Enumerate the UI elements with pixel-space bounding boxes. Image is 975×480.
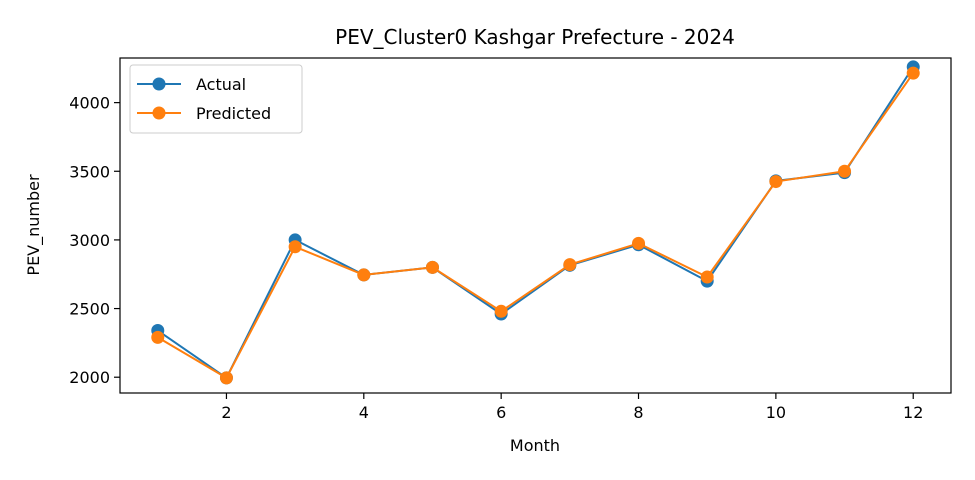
- x-axis-label: Month: [510, 436, 560, 455]
- series-line-predicted: [157, 72, 915, 379]
- data-point-predicted: [632, 236, 646, 250]
- x-tick-label: 6: [496, 403, 506, 422]
- y-tick-label: 3500: [69, 162, 110, 181]
- x-tick-label: 12: [903, 403, 923, 422]
- data-point-predicted: [700, 270, 714, 284]
- y-tick-label: 4000: [69, 94, 110, 113]
- data-point-predicted: [288, 240, 302, 254]
- y-tick-label: 3000: [69, 231, 110, 250]
- data-point-predicted: [494, 304, 508, 318]
- legend: Actual Predicted: [129, 64, 303, 134]
- y-tick-label: 2000: [69, 368, 110, 387]
- x-tick-label: 10: [766, 403, 786, 422]
- data-point-predicted: [906, 66, 920, 80]
- legend-label-predicted: Predicted: [196, 104, 271, 123]
- y-tick-label: 2500: [69, 300, 110, 319]
- data-point-predicted: [838, 164, 852, 178]
- data-point-predicted: [563, 258, 577, 272]
- legend-label-actual: Actual: [196, 75, 246, 94]
- legend-box: [129, 64, 303, 134]
- x-axis-ticks: 2 4 6 8 10 12: [221, 393, 923, 422]
- legend-marker-predicted: [152, 106, 166, 120]
- data-point-predicted: [219, 371, 233, 385]
- y-axis-label: PEV_number: [24, 174, 44, 276]
- x-tick-label: 2: [221, 403, 231, 422]
- y-axis-ticks: 2000 2500 3000 3500 4000: [69, 94, 120, 387]
- x-tick-label: 4: [359, 403, 369, 422]
- chart-title: PEV_Cluster0 Kashgar Prefecture - 2024: [335, 25, 735, 49]
- legend-marker-actual: [152, 77, 166, 91]
- data-point-predicted: [357, 268, 371, 282]
- data-point-predicted: [769, 175, 783, 189]
- plot-area: [151, 60, 920, 385]
- plot-frame: [119, 57, 952, 394]
- x-tick-label: 8: [633, 403, 643, 422]
- data-point-predicted: [151, 330, 165, 344]
- data-point-predicted: [425, 260, 439, 274]
